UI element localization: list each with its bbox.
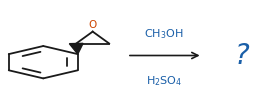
Polygon shape [69,44,83,55]
Text: O: O [89,20,97,30]
Text: ?: ? [235,42,250,70]
Text: H$_2$SO$_4$: H$_2$SO$_4$ [146,73,182,87]
Text: CH$_3$OH: CH$_3$OH [144,27,184,41]
